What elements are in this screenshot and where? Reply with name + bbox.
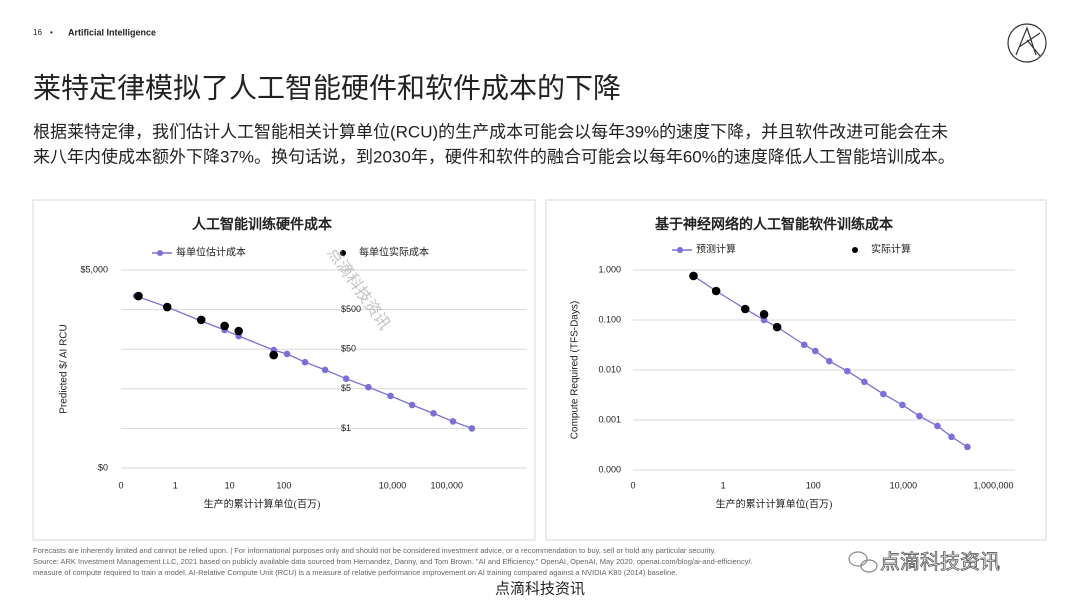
- data-point: [711, 286, 721, 296]
- y-tick-label: 0.100: [598, 314, 621, 324]
- annotation: $1: [341, 423, 351, 433]
- legend-marker: [340, 250, 346, 256]
- data-point: [844, 367, 851, 375]
- y-axis-label: Predicted $/ AI RCU: [59, 324, 70, 413]
- legend-marker: [157, 250, 163, 256]
- data-point: [220, 321, 229, 331]
- x-tick-label: 1: [721, 480, 726, 490]
- data-point: [342, 375, 350, 382]
- chart-frame: [32, 199, 536, 541]
- x-tick-label: 100: [806, 480, 821, 490]
- data-point: [365, 383, 372, 391]
- legend-marker: [677, 247, 683, 253]
- data-point: [916, 412, 923, 420]
- x-tick-label: 10: [225, 480, 235, 490]
- data-point: [387, 392, 394, 400]
- data-point: [760, 316, 768, 324]
- data-point: [800, 341, 808, 349]
- data-point: [301, 358, 309, 366]
- body-line: 根据莱特定律，我们估计人工智能相关计算单位(RCU)的生产成本可能会以每年39%…: [33, 122, 948, 141]
- data-point: [196, 315, 206, 325]
- data-point: [948, 433, 955, 441]
- y-tick-label: 0.001: [598, 414, 621, 424]
- data-point: [430, 410, 437, 417]
- y-tick-label: 0.000: [598, 464, 621, 474]
- logo: [1007, 23, 1047, 63]
- slide-title: 莱特定律模拟了人工智能硬件和软件成本的下降: [33, 72, 621, 103]
- wechat-icon: [848, 551, 878, 573]
- annotation: $500: [341, 304, 361, 314]
- data-point: [759, 310, 769, 319]
- data-point: [689, 271, 698, 281]
- series-line: [135, 295, 473, 430]
- y-axis-label: Compute Required (TFS-Days): [570, 301, 581, 439]
- annotation: $50: [341, 344, 356, 354]
- data-point: [899, 401, 906, 409]
- data-point: [861, 378, 868, 386]
- data-point: [934, 422, 941, 430]
- series-line: [693, 275, 968, 448]
- legend-label: 预测计算: [696, 242, 736, 255]
- x-tick-label: 100,000: [431, 480, 464, 490]
- data-point: [740, 304, 750, 314]
- data-point: [283, 350, 291, 358]
- chart-title: 人工智能训练硬件成本: [192, 216, 333, 233]
- x-tick-label: 1: [173, 480, 178, 490]
- data-point: [321, 366, 329, 374]
- section: Artificial Intelligence: [68, 27, 156, 37]
- legend-label: 每单位实际成本: [359, 245, 429, 258]
- body-line: 来八年内使成本额外下降37%。换句话说，到2030年，硬件和软件的融合可能会以每…: [33, 146, 955, 166]
- y-tick-label: $5,000: [80, 264, 108, 274]
- footer-line: measure of compute required to train a m…: [33, 568, 677, 577]
- chart-frame: [545, 199, 1047, 541]
- y-tick-label: 1.000: [598, 264, 621, 274]
- y-tick-label: 0.010: [598, 364, 621, 374]
- data-point: [269, 350, 279, 360]
- legend-label: 实际计算: [871, 242, 911, 255]
- data-point: [162, 302, 172, 312]
- y-tick-label: $0: [98, 462, 108, 472]
- x-tick-label: 10,000: [379, 480, 407, 490]
- data-point: [880, 390, 887, 398]
- x-tick-label: 0: [630, 480, 635, 490]
- bullet: •: [50, 28, 53, 37]
- data-point: [134, 291, 143, 301]
- x-axis-label: 生产的累计计算单位(百万): [716, 497, 833, 510]
- annotation: $5: [341, 383, 351, 393]
- data-point: [811, 347, 819, 355]
- page-number: 16: [33, 28, 42, 37]
- data-point: [449, 418, 457, 425]
- watermark: 点滴科技资讯: [880, 550, 1000, 573]
- data-point: [408, 401, 416, 409]
- data-point: [964, 443, 971, 451]
- x-tick-label: 10,000: [890, 480, 918, 490]
- x-tick-label: 1,000,000: [973, 480, 1013, 490]
- chart-title: 基于神经网络的人工智能软件训练成本: [655, 216, 894, 233]
- watermark: 点滴科技资讯: [495, 579, 585, 597]
- data-point: [234, 326, 243, 336]
- legend-label: 每单位估计成本: [176, 245, 246, 258]
- x-tick-label: 100: [276, 480, 291, 490]
- x-tick-label: 0: [118, 480, 123, 490]
- data-point: [772, 322, 782, 332]
- data-point: [468, 425, 476, 432]
- data-point: [825, 357, 833, 365]
- x-axis-label: 生产的累计计算单位(百万): [204, 497, 321, 510]
- footer-line: Source: ARK Investment Management LLC, 2…: [33, 557, 753, 566]
- footer-line: Forecasts are inherently limited and can…: [33, 546, 716, 555]
- legend-marker: [852, 247, 858, 253]
